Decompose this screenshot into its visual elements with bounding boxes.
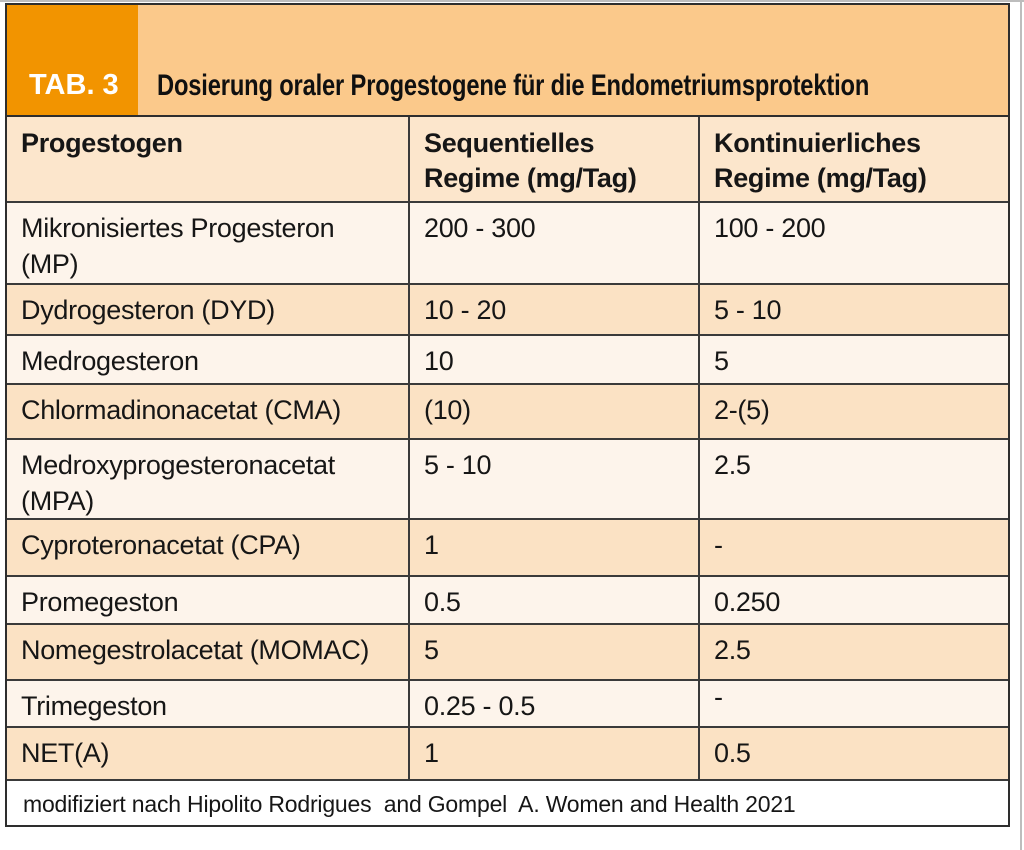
cell-continuous-dose: 5 - 10 xyxy=(698,285,1008,334)
cell-sequential-dose: (10) xyxy=(408,385,698,438)
cell-progestogen: Cyproteronacetat (CPA) xyxy=(21,530,301,560)
cell-sequential-dose: 1 xyxy=(408,728,698,779)
table-row: Promegeston 0.5 0.250 xyxy=(7,575,1008,623)
column-header-progestogen: Progestogen xyxy=(21,128,183,158)
cell-sequential-dose: 10 xyxy=(408,336,698,383)
table-row: Cyproteronacetat (CPA) 1 - xyxy=(7,518,1008,575)
cell-continuous-dose: 2-(5) xyxy=(698,385,1008,438)
table-row: Dydrogesteron (DYD) 10 - 20 5 - 10 xyxy=(7,283,1008,334)
table-number-label: TAB. 3 xyxy=(29,69,119,101)
cell-continuous-dose: 2.5 xyxy=(698,625,1008,679)
cell-progestogen: Trimegeston xyxy=(21,691,167,721)
table-row: Medroxyprogesteronacetat (MPA) 5 - 10 2.… xyxy=(7,438,1008,518)
cell-sequential-dose: 200 - 300 xyxy=(408,203,698,283)
cell-progestogen: NET(A) xyxy=(21,738,110,768)
cell-sequential-dose: 1 xyxy=(408,520,698,575)
table-header-row: Progestogen Sequentielles Regime (mg/Tag… xyxy=(7,117,1008,201)
cell-sequential-dose: 5 xyxy=(408,625,698,679)
table-number-badge: TAB. 3 xyxy=(7,5,138,115)
cell-continuous-dose: 0.250 xyxy=(698,577,1008,623)
page-edge-line-top xyxy=(0,0,1024,2)
cell-continuous-dose: 5 xyxy=(698,336,1008,383)
column-header-sequential-regime: Sequentielles Regime (mg/Tag) xyxy=(408,117,698,201)
table-row: Mikronisiertes Progesteron (MP) 200 - 30… xyxy=(7,201,1008,283)
cell-progestogen: Mikronisiertes Progesteron (MP) xyxy=(21,213,335,279)
cell-progestogen: Nomegestrolacetat (MOMAC) xyxy=(21,635,370,665)
cell-progestogen: Chlormadinonacetat (CMA) xyxy=(21,395,341,425)
table-figure: TAB. 3 Dosierung oraler Progestogene für… xyxy=(5,3,1010,827)
dosage-table: Progestogen Sequentielles Regime (mg/Tag… xyxy=(5,117,1010,827)
figure-title: Dosierung oraler Progestogene für die En… xyxy=(157,69,870,102)
figure-header-band: TAB. 3 Dosierung oraler Progestogene für… xyxy=(5,3,1010,117)
cell-sequential-dose: 5 - 10 xyxy=(408,440,698,518)
cell-sequential-dose: 0.5 xyxy=(408,577,698,623)
figure-title-area: Dosierung oraler Progestogene für die En… xyxy=(138,5,1008,115)
cell-continuous-dose: 0.5 xyxy=(698,728,1008,779)
column-header-continuous-regime: Kontinuierliches Regime (mg/Tag) xyxy=(698,117,1008,201)
cell-continuous-dose: 100 - 200 xyxy=(698,203,1008,283)
table-row: NET(A) 1 0.5 xyxy=(7,726,1008,779)
cell-continuous-dose: 2.5 xyxy=(698,440,1008,518)
cell-sequential-dose: 10 - 20 xyxy=(408,285,698,334)
source-text: modifiziert nach Hipolito Rodrigues and … xyxy=(23,791,796,817)
cell-continuous-dose: - xyxy=(698,681,1008,726)
cell-continuous-dose: - xyxy=(698,520,1008,575)
cell-sequential-dose: 0.25 - 0.5 xyxy=(408,681,698,726)
table-row: Nomegestrolacetat (MOMAC) 5 2.5 xyxy=(7,623,1008,679)
page-edge-line-right xyxy=(1020,0,1022,850)
table-row: Medrogesteron 10 5 xyxy=(7,334,1008,383)
cell-progestogen: Medroxyprogesteronacetat (MPA) xyxy=(21,450,335,516)
table-row: Trimegeston 0.25 - 0.5 - xyxy=(7,679,1008,726)
cell-progestogen: Dydrogesteron (DYD) xyxy=(21,295,275,325)
table-source-note: modifiziert nach Hipolito Rodrigues and … xyxy=(7,779,1008,825)
cell-progestogen: Medrogesteron xyxy=(21,346,199,376)
cell-progestogen: Promegeston xyxy=(21,587,179,617)
table-row: Chlormadinonacetat (CMA) (10) 2-(5) xyxy=(7,383,1008,438)
